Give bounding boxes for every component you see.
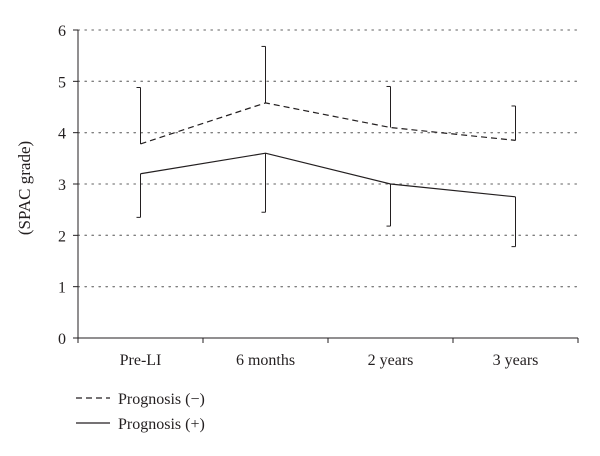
axes	[73, 29, 579, 343]
y-tick-label-6: 6	[58, 23, 66, 40]
x-tick-label-2: 2 years	[368, 352, 414, 369]
y-tick-label-4: 4	[58, 126, 66, 143]
x-tick-labels: Pre-LI 6 months 2 years 3 years	[120, 352, 539, 369]
x-tick-label-0: Pre-LI	[120, 352, 162, 369]
y-tick-label-2: 2	[58, 228, 66, 245]
x-tick-label-3: 3 years	[493, 352, 539, 369]
y-tick-label-5: 5	[58, 74, 66, 91]
series-line-1	[140, 152, 516, 198]
y-tick-label-0: 0	[58, 331, 66, 348]
legend-label-0: Prognosis (−)	[118, 391, 205, 408]
grid-lines	[77, 29, 579, 288]
series-layer	[136, 45, 516, 248]
y-tick-label-1: 1	[58, 280, 66, 297]
y-tick-label-3: 3	[58, 177, 66, 194]
y-tick-labels: 0 1 2 3 4 5 6	[58, 23, 66, 348]
legend-label-1: Prognosis (+)	[118, 416, 205, 433]
series-line-0	[140, 102, 516, 145]
legend: Prognosis (−) Prognosis (+)	[76, 391, 205, 433]
series-1	[136, 152, 516, 248]
series-0	[136, 45, 516, 145]
x-tick-label-1: 6 months	[236, 352, 295, 369]
y-axis-label: (SPAC grade)	[15, 141, 34, 235]
